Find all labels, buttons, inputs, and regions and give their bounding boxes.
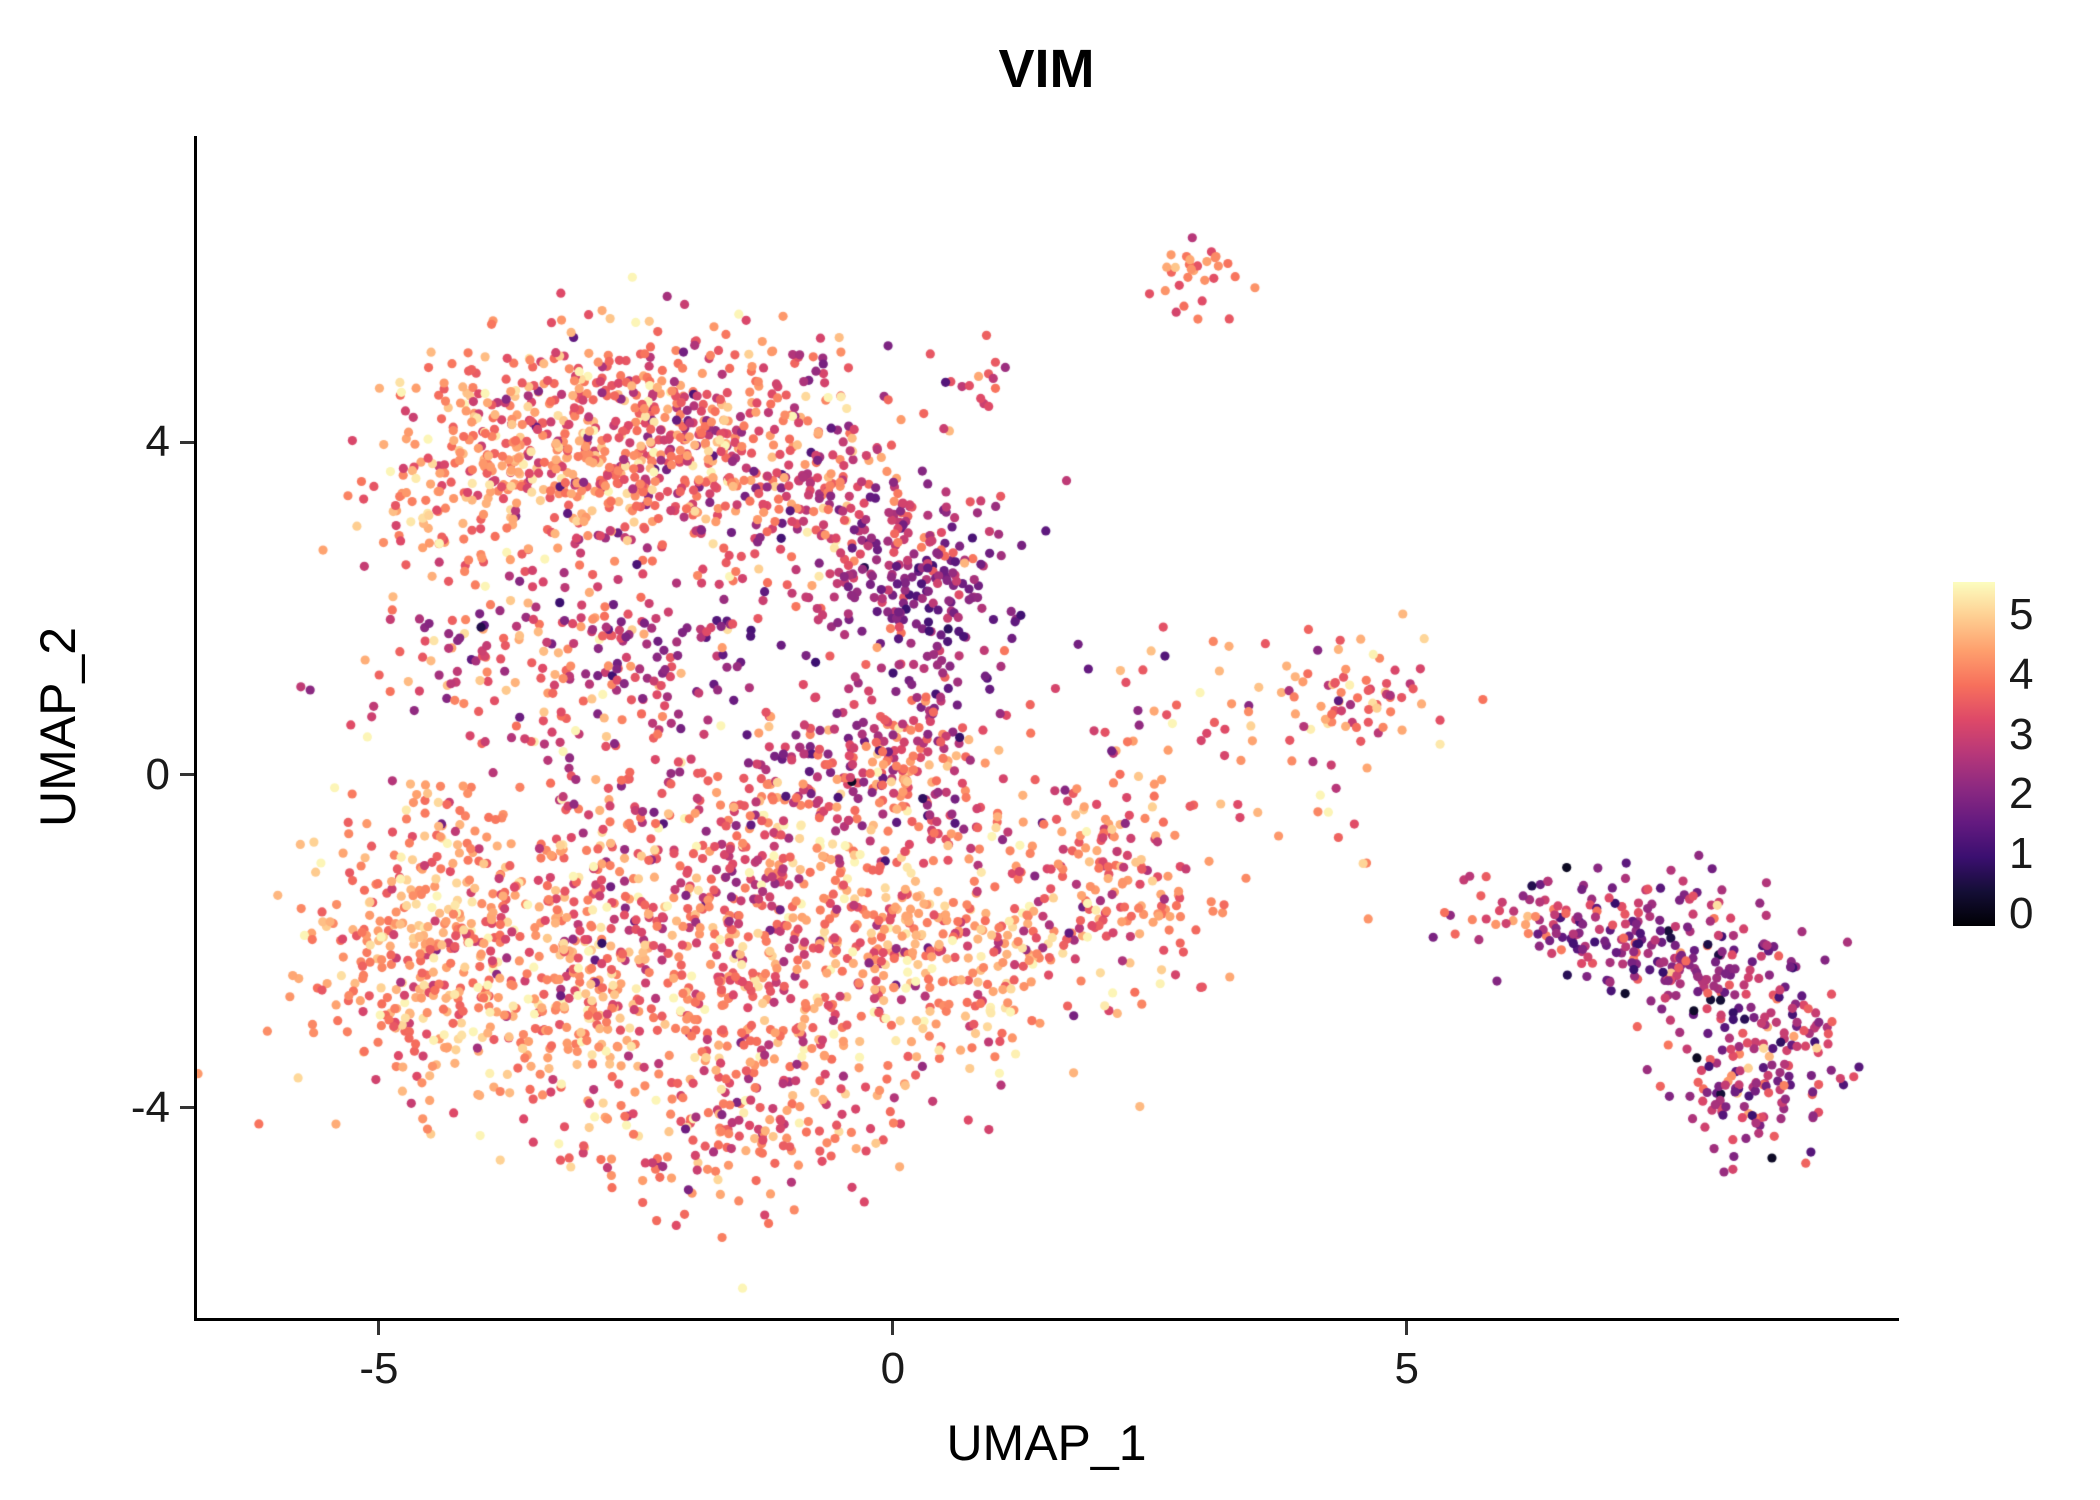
colorbar-tick-label: 1: [2009, 829, 2034, 879]
colorbar-tick-label: 4: [2009, 649, 2034, 699]
y-axis-line: [194, 136, 197, 1321]
colorbar-tick-label: 0: [2009, 889, 2034, 939]
x-tick-label: 0: [880, 1344, 906, 1393]
x-tick-mark: [377, 1321, 381, 1335]
x-tick-label: -5: [359, 1344, 399, 1393]
y-tick-mark: [180, 773, 194, 777]
y-tick-label: 4: [145, 417, 170, 467]
colorbar-tick-label: 3: [2009, 709, 2034, 759]
x-tick-label: 5: [1394, 1344, 1419, 1393]
plot-title: VIM: [998, 39, 1095, 99]
x-tick-mark: [1405, 1321, 1409, 1335]
y-tick-label: -4: [130, 1082, 170, 1132]
x-axis-label: UMAP_1: [946, 1415, 1147, 1471]
x-axis-line: [194, 1318, 1899, 1321]
y-tick-mark: [180, 440, 194, 444]
y-axis-label: UMAP_2: [30, 626, 86, 828]
y-tick-mark: [180, 1106, 194, 1110]
colorbar-tick-label: 5: [2009, 589, 2034, 639]
colorbar-legend: [1953, 582, 1995, 926]
colorbar-tick-label: 2: [2009, 769, 2034, 819]
colorbar-gradient: [1953, 582, 1995, 926]
scatter-points-canvas: [197, 136, 1896, 1318]
x-tick-mark: [891, 1321, 895, 1335]
